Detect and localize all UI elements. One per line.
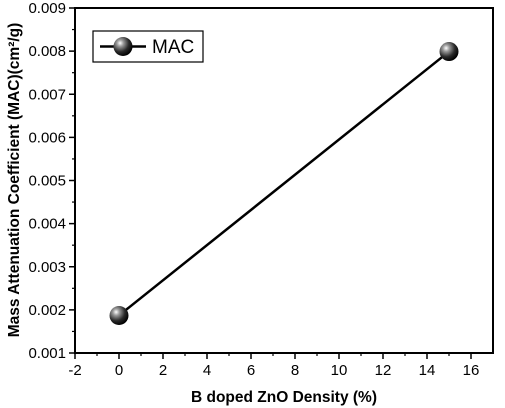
legend-marker-swatch <box>113 37 133 56</box>
y-axis-label: Mass Attenuation Coefficient (MAC)(cm²/g… <box>6 23 23 338</box>
series-layer <box>109 42 459 325</box>
x-tick-label: 10 <box>331 362 348 379</box>
data-point <box>439 42 459 62</box>
y-tick-label: 0.009 <box>28 0 66 17</box>
y-tick-label: 0.003 <box>28 259 66 276</box>
x-tick-label: 16 <box>463 362 480 379</box>
x-axis-ticks: -2 0 2 4 6 8 10 12 14 16 <box>68 353 479 379</box>
y-tick-label: 0.008 <box>28 43 66 60</box>
y-tick-label: 0.002 <box>28 302 66 319</box>
x-tick-label: 4 <box>203 362 211 379</box>
x-tick-label: 0 <box>115 362 123 379</box>
x-tick-label: 8 <box>291 362 299 379</box>
y-tick-label: 0.004 <box>28 216 66 233</box>
x-tick-label: 2 <box>159 362 167 379</box>
x-axis-label: B doped ZnO Density (%) <box>191 389 377 406</box>
y-tick-label: 0.006 <box>28 129 66 146</box>
y-tick-label: 0.001 <box>28 345 66 362</box>
y-tick-label: 0.007 <box>28 86 66 103</box>
legend-entry-mac: MAC <box>152 37 194 58</box>
data-point <box>109 305 129 325</box>
x-tick-label: 12 <box>375 362 392 379</box>
y-tick-label: 0.005 <box>28 173 66 190</box>
y-axis-ticks: 0.001 0.002 0.003 0.004 0.005 0.006 0.007 0.008… <box>28 0 75 362</box>
x-tick-label: 6 <box>247 362 255 379</box>
legend: MAC <box>92 30 204 63</box>
x-tick-label: 14 <box>419 362 436 379</box>
series-line-mac <box>118 50 450 317</box>
x-tick-label: -2 <box>68 362 81 379</box>
